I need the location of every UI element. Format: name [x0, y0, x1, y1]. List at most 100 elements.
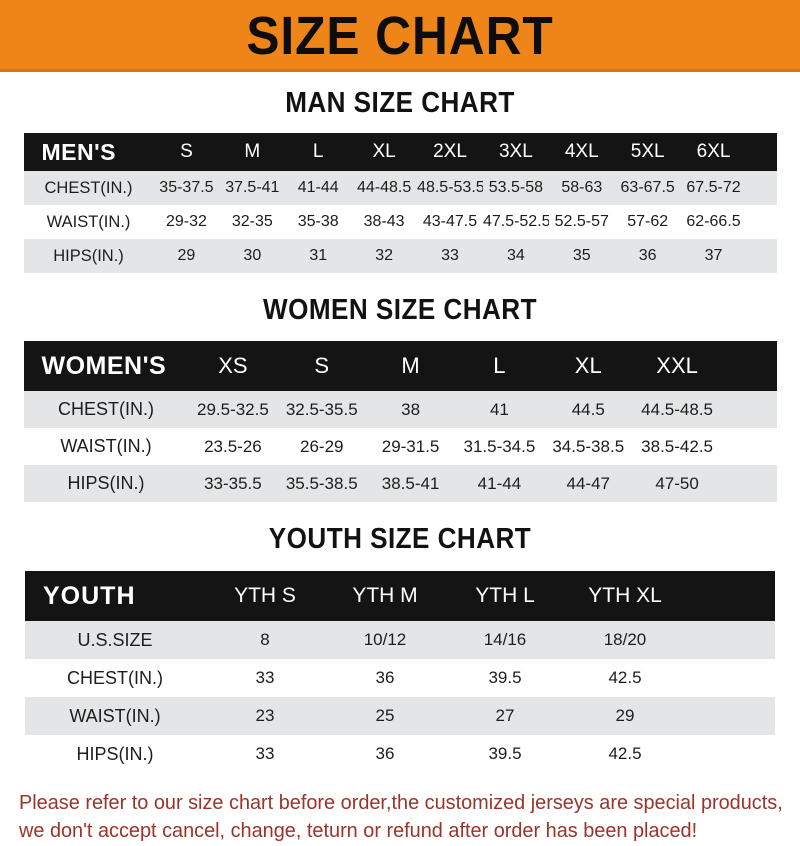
men-waist-2xl: 43-47.5 — [422, 213, 478, 230]
men-hips-2xl: 33 — [441, 247, 459, 264]
women-col-l: L — [493, 353, 506, 378]
men-chest-4xl: 58-63 — [561, 179, 603, 196]
youth-chest-xl: 42.5 — [608, 668, 642, 687]
youth-col-xl: YTH XL — [588, 584, 662, 607]
youth-waist-xl: 29 — [615, 706, 635, 725]
youth-hips-s: 33 — [255, 744, 275, 763]
men-col-3xl: 3XL — [498, 141, 533, 162]
youth-chest-m: 36 — [375, 668, 395, 687]
women-waist-xl: 34.5-38.5 — [552, 436, 625, 456]
men-chest-l: 41-44 — [297, 179, 339, 196]
table-row: CHEST(IN.) 33 36 39.5 42.5 — [25, 659, 775, 697]
youth-hips-xl: 42.5 — [608, 744, 642, 763]
women-header-label: WOMEN'S — [41, 351, 167, 380]
table-row: HIPS(IN.) 33 36 39.5 42.5 — [25, 735, 775, 773]
youth-size-table: YOUTH YTH S YTH M YTH L YTH XL U.S.SIZE … — [25, 571, 775, 773]
men-waist-l: 35-38 — [297, 213, 339, 230]
women-col-s: S — [314, 353, 330, 378]
table-row: HIPS(IN.) 29 30 31 32 33 34 35 36 37 — [23, 239, 777, 273]
women-hips-m: 38.5-41 — [381, 473, 440, 493]
women-chest-s: 32.5-35.5 — [285, 399, 358, 419]
men-hips-s: 29 — [177, 247, 196, 264]
women-hips-xs: 33-35.5 — [204, 473, 262, 493]
men-hips-l: 31 — [309, 247, 328, 264]
youth-size-chart-title: YOUTH SIZE CHART — [268, 523, 532, 555]
youth-col-m: YTH M — [352, 584, 418, 607]
women-chest-xl: 44.5 — [571, 399, 605, 419]
women-waist-m: 29-31.5 — [381, 436, 440, 456]
youth-hips-l: 39.5 — [488, 744, 522, 763]
banner-title: SIZE CHART — [246, 6, 554, 66]
women-col-xs: XS — [218, 353, 248, 378]
table-row: HIPS(IN.) 33-35.5 35.5-38.5 38.5-41 41-4… — [23, 465, 777, 502]
youth-row-label-chest: CHEST(IN.) — [67, 667, 163, 688]
men-col-5xl: 5XL — [630, 141, 665, 162]
women-waist-xs: 23.5-26 — [204, 436, 262, 456]
youth-chest-s: 33 — [255, 668, 275, 687]
men-waist-m: 32-35 — [231, 213, 273, 230]
youth-chest-l: 39.5 — [488, 668, 522, 687]
youth-ussize-l: 14/16 — [483, 630, 527, 649]
men-col-2xl: 2XL — [433, 141, 467, 162]
men-chest-2xl: 48.5-53.5 — [417, 179, 483, 196]
women-row-label-chest: CHEST(IN.) — [58, 399, 154, 419]
men-hips-xl: 32 — [375, 247, 393, 264]
table-row: CHEST(IN.) 35-37.5 37.5-41 41-44 44-48.5… — [23, 171, 777, 205]
men-chest-xl: 44-48.5 — [356, 179, 412, 196]
men-col-xl: XL — [372, 141, 396, 162]
table-row: WAIST(IN.) 23 25 27 29 — [25, 697, 775, 735]
men-hips-5xl: 36 — [638, 247, 657, 264]
order-policy-note: Please refer to our size chart before or… — [19, 789, 783, 846]
men-col-6xl: 6XL — [696, 141, 731, 162]
table-row: WAIST(IN.) 23.5-26 26-29 29-31.5 31.5-34… — [23, 428, 777, 465]
women-col-m: M — [401, 353, 420, 378]
men-row-label-chest: CHEST(IN.) — [44, 178, 133, 197]
men-waist-5xl: 57-62 — [627, 213, 669, 230]
youth-header-label: YOUTH — [43, 581, 136, 610]
men-waist-4xl: 52.5-57 — [554, 213, 609, 230]
men-hips-m: 30 — [243, 247, 262, 264]
table-header-row: WOMEN'S XS S M L XL XXL — [23, 341, 777, 391]
youth-waist-l: 27 — [495, 706, 515, 725]
women-hips-l: 41-44 — [477, 473, 522, 493]
women-waist-l: 31.5-34.5 — [463, 436, 536, 456]
table-header-row: YOUTH YTH S YTH M YTH L YTH XL — [25, 571, 775, 621]
women-chest-xxl: 44.5-48.5 — [641, 399, 713, 419]
table-row: U.S.SIZE 8 10/12 14/16 18/20 — [25, 621, 775, 659]
men-hips-4xl: 35 — [572, 247, 591, 264]
youth-ussize-m: 10/12 — [363, 630, 407, 649]
order-policy-line-2: we don't accept cancel, change, teturn o… — [19, 819, 698, 843]
women-chest-m: 38 — [401, 399, 421, 419]
women-chest-xs: 29.5-32.5 — [196, 399, 269, 419]
women-waist-xxl: 38.5-42.5 — [641, 436, 713, 456]
women-waist-s: 26-29 — [300, 436, 344, 456]
youth-waist-s: 23 — [255, 706, 275, 725]
men-chest-3xl: 53.5-58 — [488, 179, 544, 196]
women-size-table: WOMEN'S XS S M L XL XXL CHEST(IN.) 29.5-… — [23, 341, 777, 502]
men-col-m: M — [244, 141, 261, 162]
men-chest-6xl: 67.5-72 — [686, 179, 741, 196]
women-hips-xxl: 47-50 — [655, 473, 699, 493]
men-size-table: MEN'S S M L XL 2XL 3XL 4XL 5XL 6XL CHEST… — [23, 133, 777, 273]
men-col-4xl: 4XL — [564, 141, 599, 162]
men-col-s: S — [180, 141, 193, 162]
men-col-l: L — [312, 141, 324, 162]
order-policy-line-1: Please refer to our size chart before or… — [19, 791, 783, 814]
youth-row-label-ussize: U.S.SIZE — [77, 629, 153, 650]
youth-ussize-s: 8 — [260, 630, 270, 649]
women-size-chart-title: WOMEN SIZE CHART — [263, 294, 537, 326]
men-header-label: MEN'S — [41, 138, 116, 165]
women-hips-xl: 44-47 — [566, 473, 610, 493]
men-chest-s: 35-37.5 — [159, 179, 214, 196]
man-size-chart-title: MAN SIZE CHART — [285, 87, 515, 119]
table-row: WAIST(IN.) 29-32 32-35 35-38 38-43 43-47… — [23, 205, 777, 239]
table-header-row: MEN'S S M L XL 2XL 3XL 4XL 5XL 6XL — [23, 133, 777, 171]
women-chest-l: 41 — [489, 399, 509, 419]
men-hips-3xl: 34 — [506, 247, 525, 264]
men-row-label-hips: HIPS(IN.) — [53, 246, 124, 265]
youth-col-l: YTH L — [475, 584, 535, 607]
table-row: CHEST(IN.) 29.5-32.5 32.5-35.5 38 41 44.… — [23, 391, 777, 428]
youth-row-label-waist: WAIST(IN.) — [69, 705, 161, 726]
men-waist-3xl: 47.5-52.5 — [482, 213, 549, 230]
women-row-label-waist: WAIST(IN.) — [60, 436, 152, 456]
